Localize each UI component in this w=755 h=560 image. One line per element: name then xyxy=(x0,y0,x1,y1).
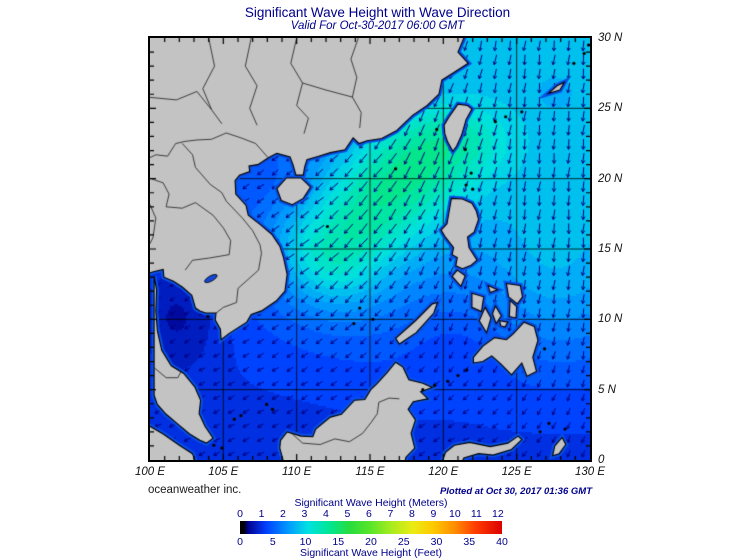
legend-meters-tick: 8 xyxy=(408,508,415,520)
legend-meters-tick: 1 xyxy=(258,508,265,520)
y-axis-label: 5 N xyxy=(598,383,616,396)
legend-meters-ticks: 0 1 2 3 4 5 6 7 8 9 10 11 12 xyxy=(237,508,504,520)
legend-color-ramp xyxy=(240,521,502,534)
y-axis-label: 20 N xyxy=(598,172,623,185)
legend-feet-tick: 15 xyxy=(332,536,345,548)
map-frame xyxy=(148,36,592,462)
page-title: Significant Wave Height with Wave Direct… xyxy=(244,5,511,20)
legend-feet-tick: 5 xyxy=(269,536,276,548)
legend-meters-tick: 7 xyxy=(387,508,394,520)
legend-meters-tick: 2 xyxy=(280,508,286,520)
plotted-at-timestamp: Plotted at Oct 30, 2017 01:36 GMT xyxy=(439,486,592,497)
legend-meters-tick: 5 xyxy=(344,508,351,520)
x-axis-label: 120 E xyxy=(428,466,459,478)
legend-meters-tick: 12 xyxy=(492,508,504,520)
legend-meters-tick: 9 xyxy=(430,508,437,520)
legend-feet-tick: 40 xyxy=(496,536,508,548)
x-axis-label: 110 E xyxy=(282,466,312,478)
oceanweather-credit: oceanweather inc. xyxy=(148,484,242,496)
y-axis-label: 10 N xyxy=(598,313,623,326)
legend-feet-tick: 10 xyxy=(299,536,312,548)
legend-title-meters: Significant Wave Height (Meters) xyxy=(294,497,448,509)
legend-meters-tick: 0 xyxy=(237,508,243,520)
y-axis-label: 0 xyxy=(598,454,605,466)
legend-meters-tick: 11 xyxy=(470,508,482,520)
x-axis-label: 115 E xyxy=(355,466,385,478)
legend-feet-tick: 20 xyxy=(365,536,377,548)
legend-feet-tick: 0 xyxy=(237,536,243,548)
legend-feet-tick: 30 xyxy=(430,536,443,548)
legend-feet-tick: 25 xyxy=(397,536,410,548)
legend-meters-tick: 3 xyxy=(301,508,308,520)
y-axis-label: 30 N xyxy=(598,32,623,44)
legend-meters-tick: 6 xyxy=(366,508,372,520)
legend-feet-tick: 35 xyxy=(463,536,476,548)
y-axis-label: 25 N xyxy=(598,102,623,115)
x-axis-label: 125 E xyxy=(501,466,532,478)
wave-map-canvas xyxy=(150,38,590,460)
legend-feet-ticks: 0 5 10 15 20 25 30 35 40 xyxy=(237,536,508,548)
y-axis-label: 15 N xyxy=(598,243,623,255)
x-axis-label: 105 E xyxy=(208,466,239,478)
x-axis-label: 100 E xyxy=(134,466,166,478)
legend-meters-tick: 4 xyxy=(323,508,329,520)
valid-time-subtitle: Valid For Oct-30-2017 06:00 GMT xyxy=(290,20,465,32)
legend-title-feet: Significant Wave Height (Feet) xyxy=(299,547,442,559)
legend-meters-tick: 10 xyxy=(449,508,461,520)
x-axis-label: 130 E xyxy=(574,466,606,478)
